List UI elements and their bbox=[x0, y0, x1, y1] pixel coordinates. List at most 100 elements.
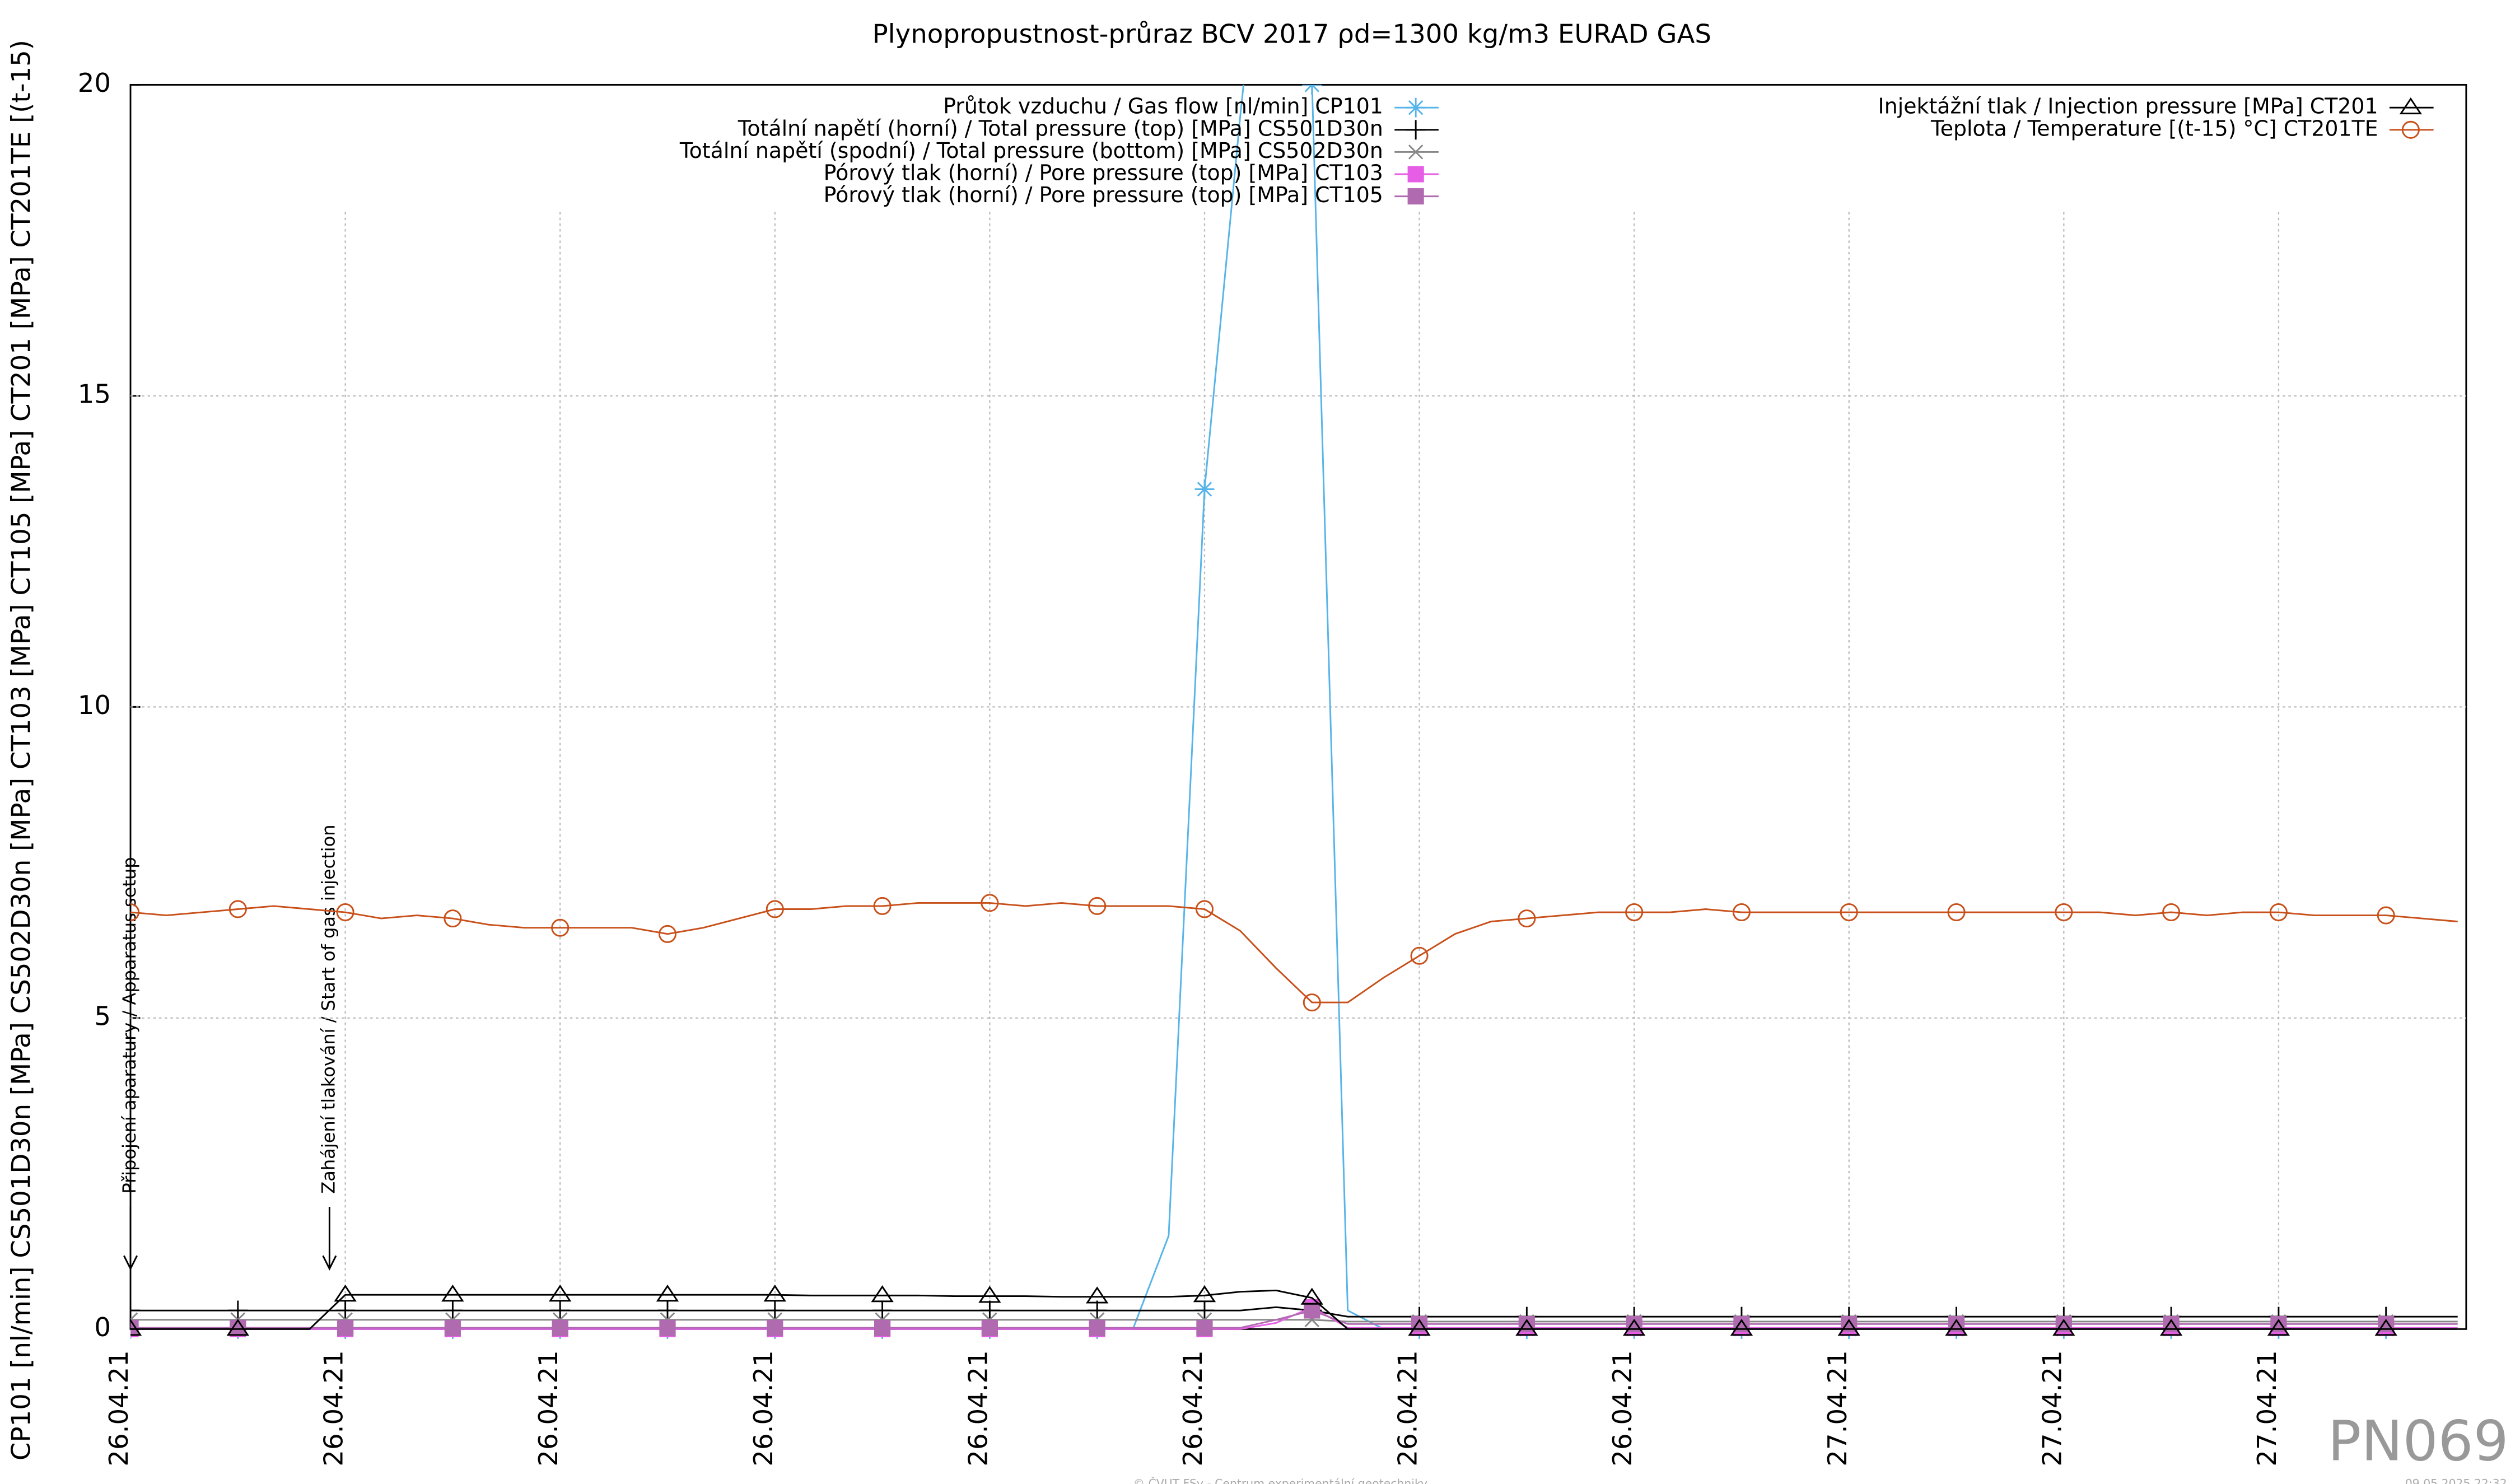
marker bbox=[1945, 1319, 1968, 1336]
marker bbox=[1194, 479, 1215, 500]
x-tick-label: 26.04.21 bbox=[963, 1350, 993, 1466]
marker bbox=[765, 1300, 785, 1320]
marker bbox=[2377, 906, 2395, 925]
marker bbox=[2055, 903, 2073, 922]
marker bbox=[659, 1319, 676, 1336]
marker bbox=[334, 1284, 357, 1302]
marker bbox=[763, 1284, 786, 1302]
watermark: PN069 bbox=[2328, 1409, 2509, 1473]
marker bbox=[1518, 909, 1536, 928]
plot-area bbox=[130, 85, 2458, 1339]
marker bbox=[1304, 1302, 1320, 1319]
legend-label: Pórový tlak (horní) / Pore pressure (top… bbox=[824, 161, 1383, 185]
marker bbox=[656, 1284, 679, 1302]
x-tick-label: 26.04.21 bbox=[319, 1350, 349, 1466]
marker bbox=[1840, 903, 1858, 922]
marker bbox=[1732, 903, 1751, 922]
marker bbox=[130, 1319, 142, 1336]
marker bbox=[981, 1319, 998, 1336]
legend-marker bbox=[1407, 166, 1424, 183]
legend-marker bbox=[2399, 97, 2423, 115]
marker bbox=[444, 909, 462, 928]
marker bbox=[766, 900, 784, 918]
marker bbox=[658, 925, 677, 943]
legend-label: Injektážní tlak / Injection pressure [MP… bbox=[1878, 94, 2378, 119]
marker bbox=[548, 1284, 572, 1302]
marker bbox=[873, 897, 892, 915]
x-tick-label: 26.04.21 bbox=[1178, 1350, 1208, 1466]
y-tick-label: 0 bbox=[94, 1312, 111, 1342]
marker bbox=[1089, 1319, 1105, 1336]
marker bbox=[2162, 903, 2181, 922]
x-tick-label: 27.04.21 bbox=[1822, 1350, 1852, 1466]
legend-label: Teplota / Temperature [(t-15) °C] CT201T… bbox=[1930, 116, 2378, 141]
marker bbox=[337, 1319, 354, 1336]
marker bbox=[2052, 1319, 2075, 1336]
marker bbox=[130, 1300, 141, 1320]
marker bbox=[130, 903, 140, 922]
annotation-arrow bbox=[322, 1206, 337, 1271]
marker bbox=[981, 894, 999, 912]
legend-marker bbox=[1406, 97, 1426, 118]
marker bbox=[874, 1319, 891, 1336]
marker bbox=[872, 1300, 893, 1320]
x-tick-label: 27.04.21 bbox=[2037, 1350, 2067, 1466]
marker bbox=[1193, 1285, 1216, 1303]
legend-label: Totální napětí (horní) / Total pressure … bbox=[738, 116, 1383, 141]
legend-label: Pórový tlak (horní) / Pore pressure (top… bbox=[824, 183, 1383, 207]
annotation-arrow bbox=[123, 1206, 138, 1271]
series-line bbox=[130, 902, 2458, 1004]
marker bbox=[551, 918, 570, 937]
x-tick-label: 26.04.21 bbox=[748, 1350, 778, 1466]
marker bbox=[2159, 1319, 2183, 1336]
legend-label: Průtok vzduchu / Gas flow [nl/min] CP101 bbox=[943, 94, 1383, 119]
marker bbox=[978, 1286, 1001, 1303]
marker bbox=[1410, 946, 1429, 965]
x-tick-label: 26.04.21 bbox=[533, 1350, 563, 1466]
x-tick-label: 27.04.21 bbox=[2252, 1350, 2282, 1466]
marker bbox=[442, 1300, 463, 1320]
marker bbox=[228, 900, 247, 918]
x-tick-label: 26.04.21 bbox=[1607, 1350, 1637, 1466]
legend-marker bbox=[2401, 120, 2420, 139]
marker bbox=[1515, 1319, 1538, 1336]
x-tick-label: 26.04.21 bbox=[1393, 1350, 1423, 1466]
marker bbox=[1088, 897, 1107, 915]
marker bbox=[1408, 1319, 1431, 1336]
marker bbox=[1087, 1300, 1107, 1320]
y-tick-label: 20 bbox=[78, 68, 111, 98]
y-tick-label: 15 bbox=[78, 379, 111, 409]
y-tick-label: 5 bbox=[94, 1001, 111, 1031]
legend-marker bbox=[1407, 188, 1424, 205]
marker bbox=[226, 1319, 250, 1336]
marker bbox=[335, 1300, 356, 1320]
marker bbox=[979, 1300, 1000, 1320]
marker bbox=[228, 1300, 248, 1320]
timestamp: 09.05.2025 22:32 bbox=[2405, 1477, 2507, 1484]
marker bbox=[657, 1300, 678, 1320]
legend-marker bbox=[1408, 144, 1424, 160]
marker bbox=[444, 1319, 461, 1336]
marker bbox=[1195, 900, 1214, 918]
marker bbox=[2374, 1319, 2397, 1336]
marker bbox=[441, 1284, 464, 1302]
marker bbox=[767, 1319, 783, 1336]
marker bbox=[552, 1319, 568, 1336]
marker bbox=[1300, 1287, 1323, 1305]
chart-title: Plynopropustnost-průraz BCV 2017 ρd=1300… bbox=[872, 19, 1711, 49]
marker bbox=[1303, 993, 1321, 1012]
marker bbox=[1730, 1319, 1753, 1336]
marker bbox=[550, 1300, 570, 1320]
marker bbox=[1196, 1319, 1213, 1336]
annotation: Zahájení tlakování / Start of gas inject… bbox=[318, 824, 339, 1193]
legend-marker bbox=[1406, 120, 1426, 140]
legend-label: Totální napětí (spodní) / Total pressure… bbox=[679, 138, 1383, 163]
marker bbox=[1622, 1319, 1646, 1336]
marker bbox=[336, 903, 354, 922]
marker bbox=[2269, 903, 2288, 922]
x-tick-label: 26.04.21 bbox=[104, 1350, 134, 1466]
marker bbox=[1837, 1319, 1860, 1336]
marker bbox=[1625, 903, 1644, 922]
marker bbox=[2267, 1319, 2290, 1336]
